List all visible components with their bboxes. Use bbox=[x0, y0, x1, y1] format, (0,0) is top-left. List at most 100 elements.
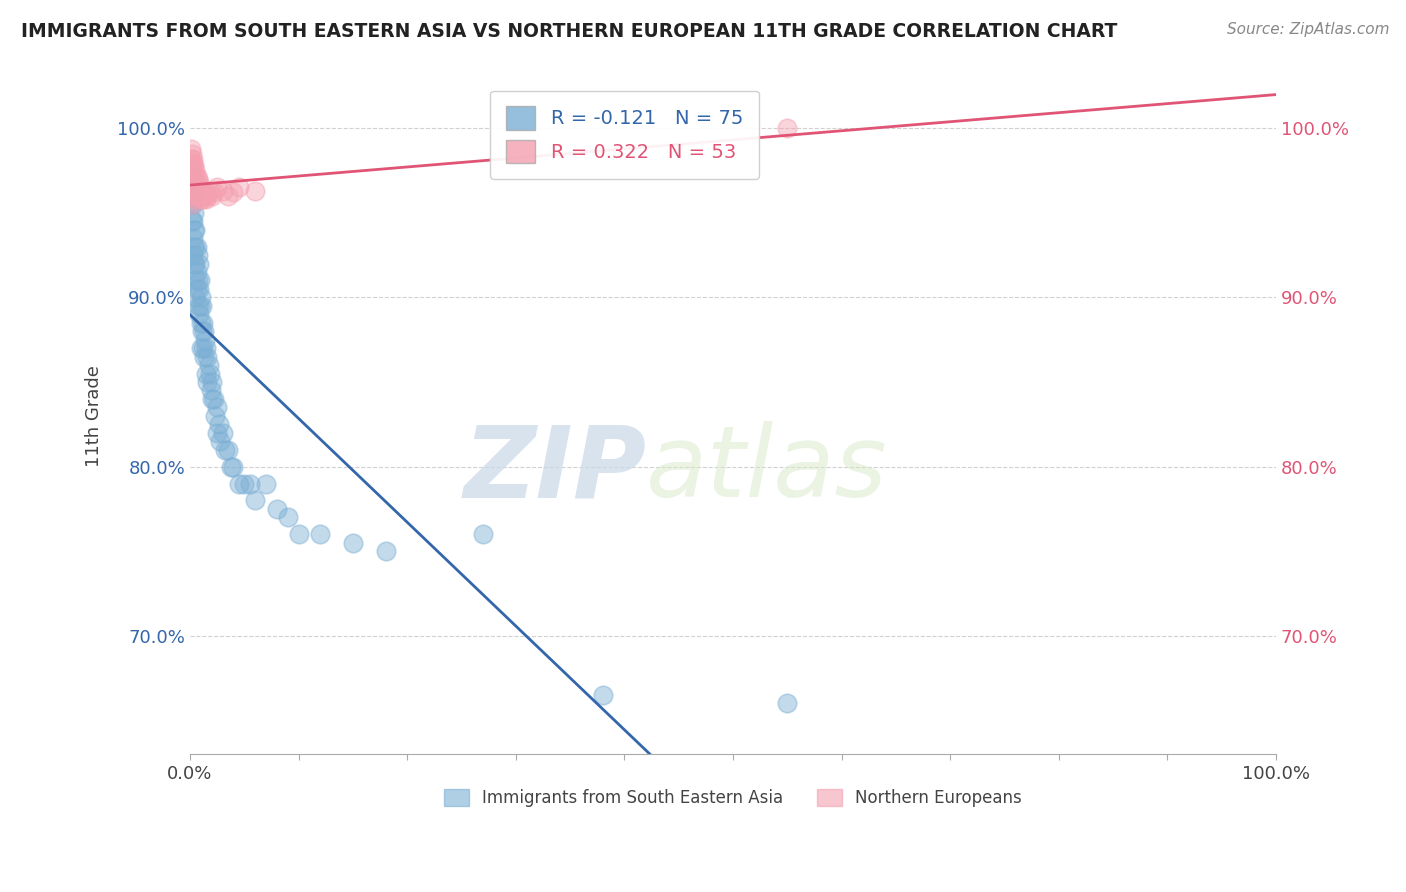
Point bbox=[193, 350, 215, 364]
Point bbox=[184, 239, 207, 253]
Point bbox=[202, 186, 225, 200]
Point bbox=[181, 248, 204, 262]
Point bbox=[180, 152, 202, 166]
Point bbox=[205, 180, 228, 194]
Point bbox=[211, 184, 233, 198]
Point bbox=[205, 401, 228, 415]
Point bbox=[181, 189, 204, 203]
Point bbox=[183, 167, 205, 181]
Point bbox=[228, 476, 250, 491]
Point bbox=[184, 273, 207, 287]
Point bbox=[245, 493, 267, 508]
Point bbox=[188, 273, 211, 287]
Point bbox=[186, 239, 208, 253]
Point bbox=[592, 688, 614, 702]
Point bbox=[181, 180, 204, 194]
Point bbox=[190, 316, 212, 330]
Point bbox=[181, 189, 204, 203]
Point bbox=[181, 214, 204, 228]
Point bbox=[193, 189, 215, 203]
Point bbox=[186, 265, 208, 279]
Point bbox=[187, 184, 209, 198]
Text: IMMIGRANTS FROM SOUTH EASTERN ASIA VS NORTHERN EUROPEAN 11TH GRADE CORRELATION C: IMMIGRANTS FROM SOUTH EASTERN ASIA VS NO… bbox=[21, 22, 1118, 41]
Point bbox=[193, 324, 215, 338]
Point bbox=[181, 175, 204, 189]
Point bbox=[181, 172, 204, 186]
Point bbox=[187, 172, 209, 186]
Point bbox=[180, 163, 202, 178]
Point bbox=[183, 239, 205, 253]
Point bbox=[191, 299, 214, 313]
Point bbox=[201, 375, 224, 389]
Point bbox=[191, 192, 214, 206]
Point bbox=[187, 189, 209, 203]
Point bbox=[266, 501, 288, 516]
Point bbox=[190, 192, 212, 206]
Point bbox=[198, 367, 221, 381]
Point bbox=[195, 367, 218, 381]
Point bbox=[181, 189, 204, 203]
Point bbox=[776, 121, 799, 136]
Point bbox=[190, 184, 212, 198]
Point bbox=[181, 214, 204, 228]
Point bbox=[202, 392, 225, 406]
Point bbox=[204, 409, 226, 423]
Point bbox=[342, 535, 364, 549]
Point bbox=[187, 282, 209, 296]
Point bbox=[181, 197, 204, 211]
Point bbox=[194, 186, 217, 200]
Point bbox=[245, 184, 267, 198]
Point bbox=[188, 299, 211, 313]
Point bbox=[187, 307, 209, 321]
Point bbox=[180, 180, 202, 194]
Point bbox=[472, 527, 495, 541]
Text: ZIP: ZIP bbox=[463, 421, 647, 518]
Text: atlas: atlas bbox=[647, 421, 887, 518]
Point bbox=[181, 184, 204, 198]
Point bbox=[186, 169, 208, 183]
Point bbox=[183, 158, 205, 172]
Point bbox=[187, 299, 209, 313]
Point bbox=[181, 155, 204, 169]
Point bbox=[180, 158, 202, 172]
Point bbox=[181, 197, 204, 211]
Point bbox=[209, 434, 232, 449]
Point bbox=[191, 316, 214, 330]
Text: Source: ZipAtlas.com: Source: ZipAtlas.com bbox=[1226, 22, 1389, 37]
Point bbox=[197, 375, 219, 389]
Point bbox=[197, 189, 219, 203]
Point bbox=[197, 358, 219, 372]
Point bbox=[183, 175, 205, 189]
Point bbox=[186, 177, 208, 191]
Point bbox=[186, 186, 208, 200]
Point bbox=[191, 324, 214, 338]
Point bbox=[201, 189, 224, 203]
Point bbox=[217, 442, 239, 457]
Point bbox=[184, 180, 207, 194]
Point bbox=[776, 697, 799, 711]
Legend: Immigrants from South Eastern Asia, Northern Europeans: Immigrants from South Eastern Asia, Nort… bbox=[437, 782, 1029, 814]
Point bbox=[183, 223, 205, 237]
Point bbox=[184, 189, 207, 203]
Point bbox=[180, 169, 202, 183]
Point bbox=[222, 459, 245, 474]
Point bbox=[217, 189, 239, 203]
Point bbox=[221, 459, 243, 474]
Point bbox=[205, 425, 228, 440]
Point bbox=[181, 169, 204, 183]
Point bbox=[309, 527, 332, 541]
Point bbox=[181, 163, 204, 178]
Point bbox=[184, 163, 207, 178]
Point bbox=[181, 197, 204, 211]
Point bbox=[184, 223, 207, 237]
Point bbox=[374, 544, 396, 558]
Point bbox=[190, 341, 212, 355]
Point bbox=[183, 206, 205, 220]
Point bbox=[211, 425, 233, 440]
Point bbox=[228, 180, 250, 194]
Point bbox=[195, 192, 218, 206]
Point bbox=[183, 192, 205, 206]
Point bbox=[188, 180, 211, 194]
Point bbox=[239, 476, 262, 491]
Point bbox=[222, 186, 245, 200]
